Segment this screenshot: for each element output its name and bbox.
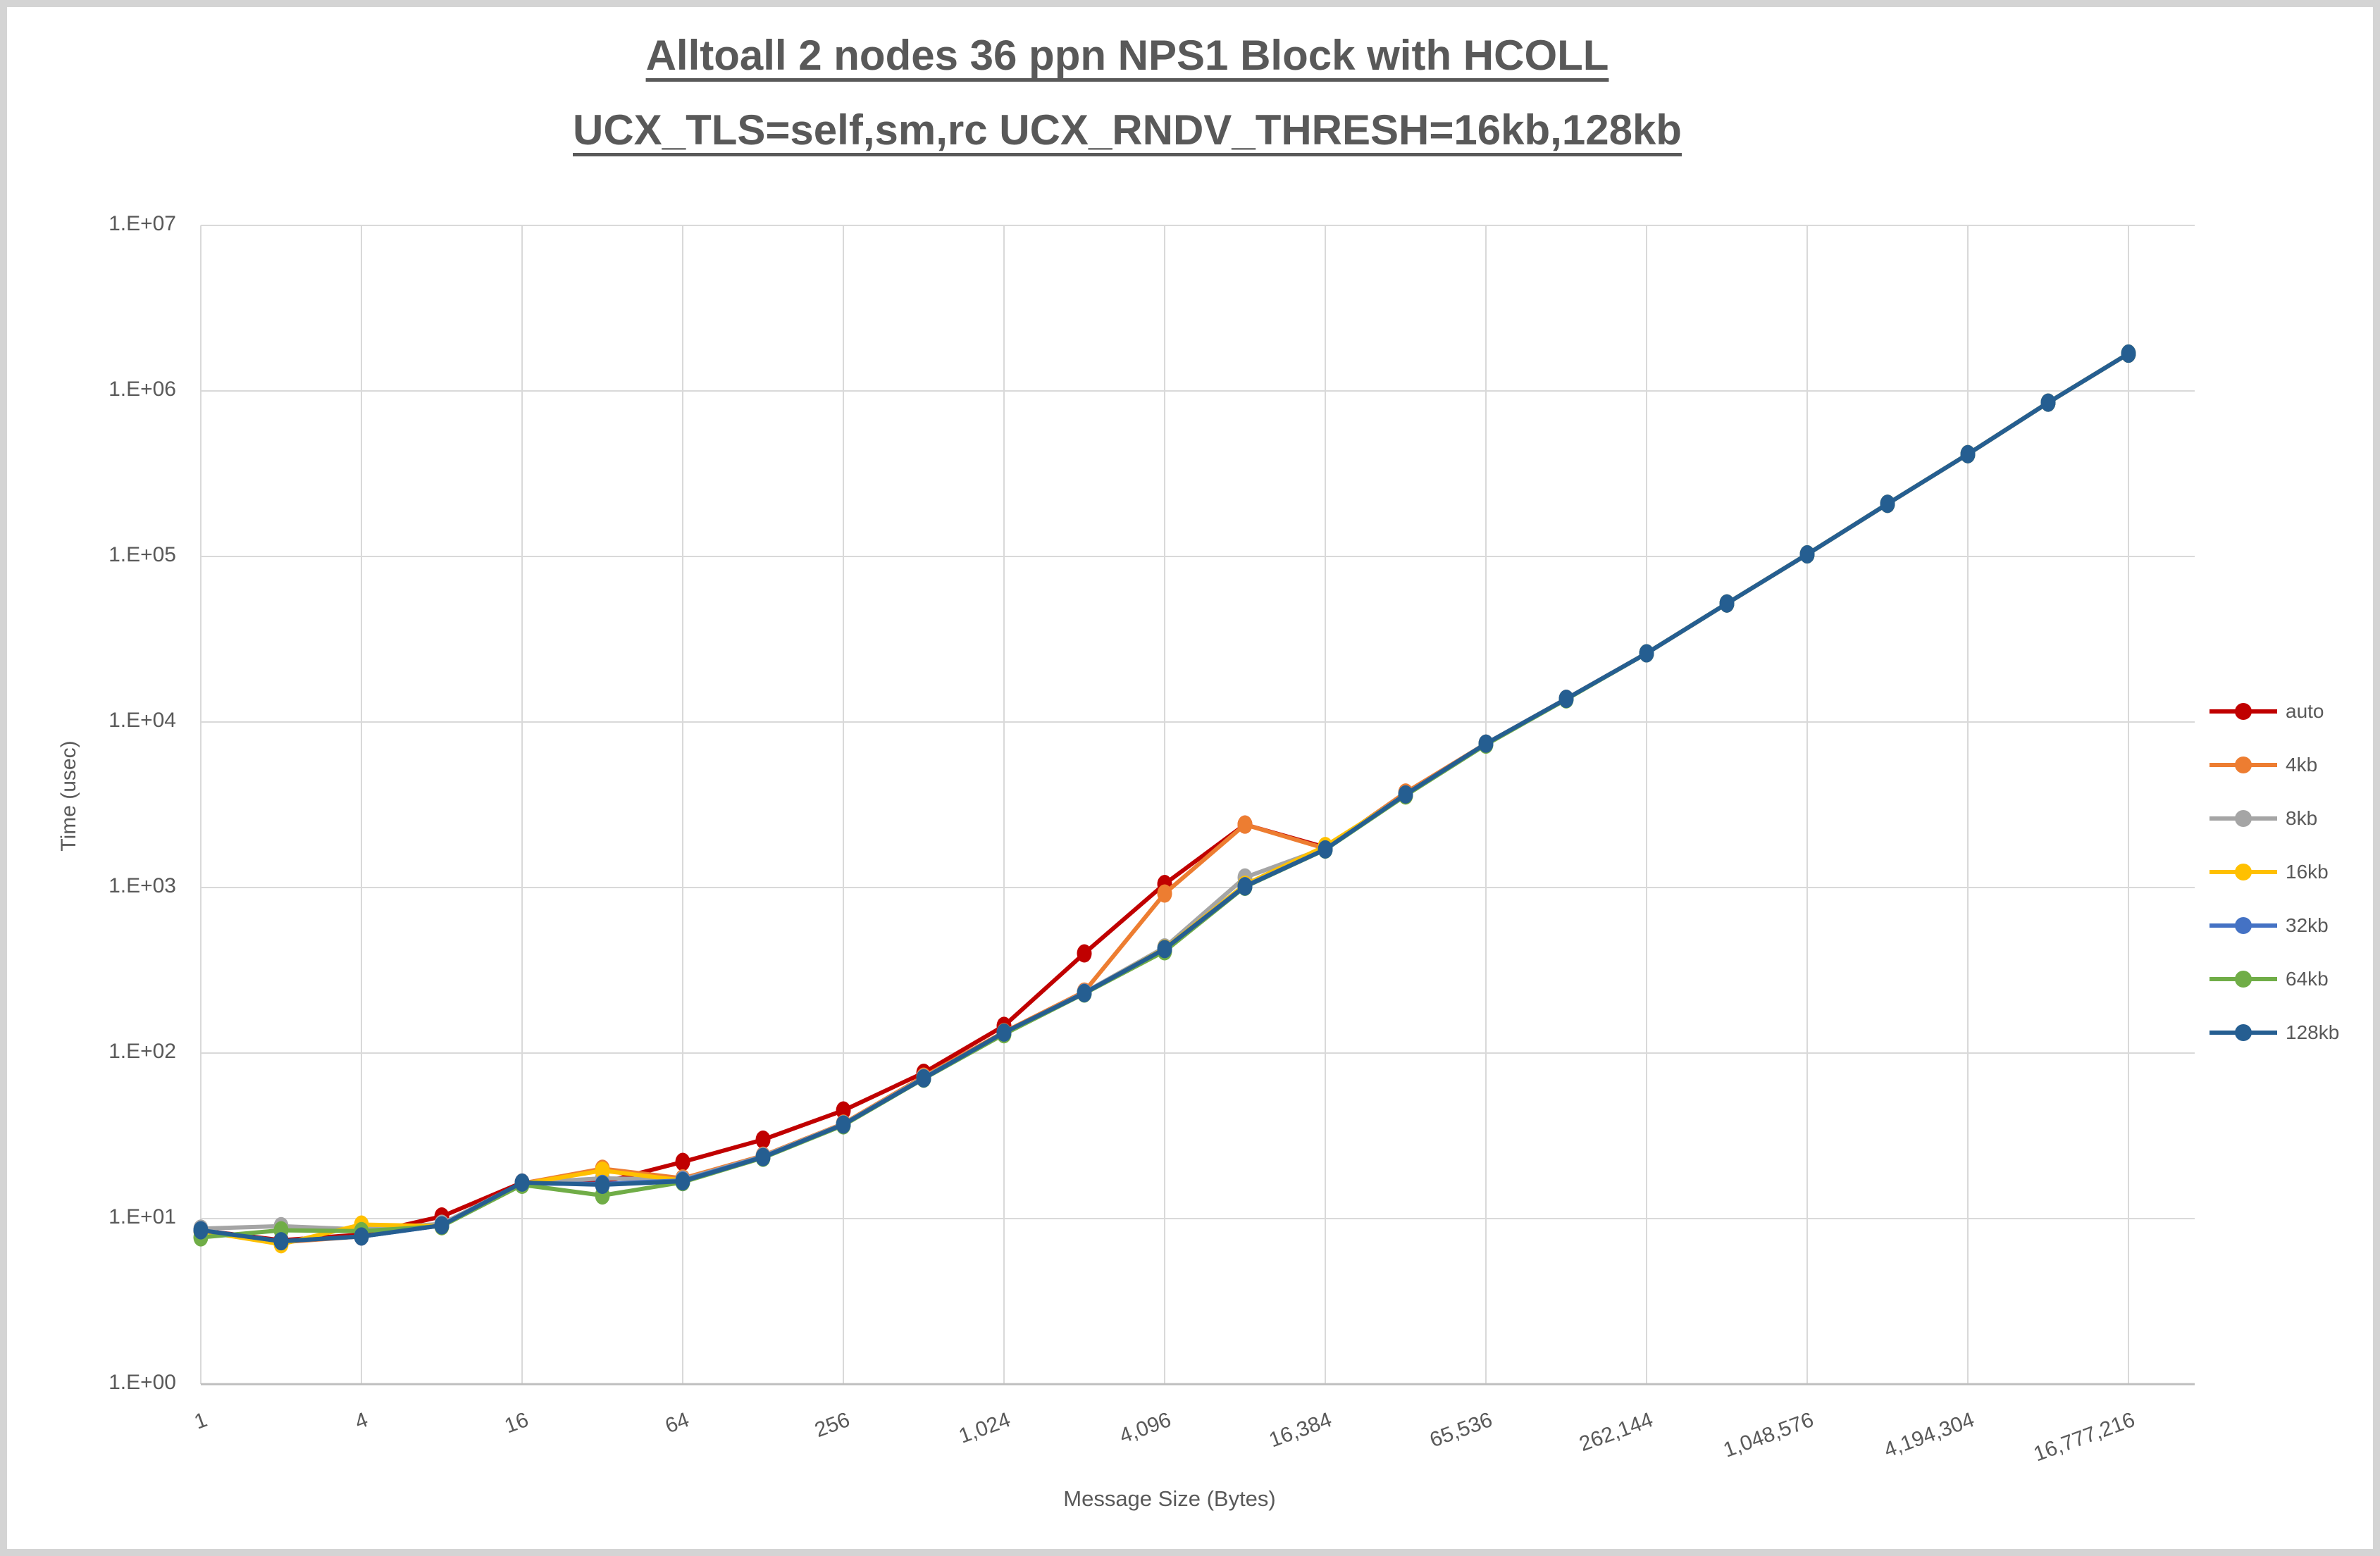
- chart-title-line-2: UCX_TLS=self,sm,rc UCX_RNDV_THRESH=16kb,…: [7, 93, 2248, 168]
- point-auto-256: [836, 1101, 851, 1120]
- chart-title-text-1: Alltoall 2 nodes 36 ppn NPS1 Block with …: [645, 32, 1609, 79]
- legend-marker-icon: [2209, 807, 2277, 830]
- x-axis-title: Message Size (Bytes): [1063, 1486, 1276, 1511]
- point-128kb-262144: [1639, 644, 1654, 663]
- y-axis-title: Time (usec): [57, 740, 80, 852]
- point-128kb-1024: [996, 1023, 1012, 1042]
- chart-title-text-2: UCX_TLS=self,sm,rc UCX_RNDV_THRESH=16kb,…: [573, 106, 1682, 154]
- point-128kb-16: [514, 1173, 530, 1192]
- point-128kb-65536: [1478, 734, 1494, 753]
- point-4kb-8192: [1237, 815, 1253, 834]
- plot-area: [193, 225, 2195, 1386]
- legend-marker-icon: [2209, 914, 2277, 938]
- chart-title-line-1: Alltoall 2 nodes 36 ppn NPS1 Block with …: [7, 18, 2248, 93]
- legend-item-128kb: 128kb: [2209, 1021, 2339, 1045]
- point-128kb-4: [354, 1227, 369, 1246]
- legend-label: 4kb: [2286, 754, 2318, 776]
- legend-item-4kb: 4kb: [2209, 753, 2317, 777]
- point-128kb-524288: [1719, 594, 1735, 613]
- point-128kb-256: [836, 1115, 851, 1134]
- y-tick-label-1.E+05: 1.E+05: [109, 543, 176, 566]
- legend-dot-swatch: [2235, 1024, 2252, 1041]
- legend-marker-icon: [2209, 753, 2277, 777]
- point-128kb-4194304: [1960, 444, 1976, 463]
- legend-marker-icon: [2209, 967, 2277, 991]
- legend-dot-swatch: [2235, 757, 2252, 773]
- legend-label: 32kb: [2286, 914, 2329, 936]
- legend-marker-icon: [2209, 860, 2277, 884]
- y-tick-label-1.E+07: 1.E+07: [109, 212, 176, 235]
- y-tick-label-1.E+03: 1.E+03: [109, 874, 176, 897]
- legend-label: 64kb: [2286, 968, 2329, 990]
- chart-title: Alltoall 2 nodes 36 ppn NPS1 Block with …: [7, 18, 2248, 168]
- legend-dot-swatch: [2235, 810, 2252, 827]
- legend-label: 128kb: [2286, 1021, 2340, 1043]
- legend-item-8kb: 8kb: [2209, 807, 2317, 830]
- legend-dot-swatch: [2235, 703, 2252, 720]
- point-128kb-16384: [1318, 840, 1333, 859]
- point-128kb-2048: [1077, 983, 1092, 1002]
- point-128kb-128: [755, 1147, 771, 1166]
- legend-item-16kb: 16kb: [2209, 860, 2329, 884]
- point-128kb-131072: [1558, 690, 1574, 709]
- point-128kb-512: [916, 1069, 931, 1088]
- point-128kb-1: [193, 1221, 209, 1240]
- point-auto-128: [755, 1130, 771, 1149]
- point-128kb-1048576: [1799, 544, 1815, 564]
- y-tick-label-1.E+04: 1.E+04: [109, 709, 176, 732]
- legend-label: auto: [2286, 700, 2324, 722]
- legend-dot-swatch: [2235, 917, 2252, 934]
- point-128kb-16777216: [2121, 344, 2136, 363]
- y-tick-label-1.E+01: 1.E+01: [109, 1205, 176, 1228]
- point-4kb-4096: [1157, 884, 1172, 903]
- point-128kb-32768: [1398, 785, 1413, 804]
- point-128kb-8: [434, 1216, 450, 1235]
- point-128kb-8192: [1237, 877, 1253, 896]
- point-auto-64: [675, 1152, 690, 1171]
- legend-item-64kb: 64kb: [2209, 967, 2329, 991]
- y-tick-label-1.E+02: 1.E+02: [109, 1040, 176, 1063]
- point-128kb-4096: [1157, 940, 1172, 959]
- legend-label: 16kb: [2286, 861, 2329, 883]
- y-tick-label-1.E+06: 1.E+06: [109, 378, 176, 401]
- point-128kb-8388608: [2040, 393, 2056, 412]
- legend-marker-icon: [2209, 699, 2277, 723]
- point-128kb-32: [595, 1176, 610, 1195]
- legend-dot-swatch: [2235, 864, 2252, 880]
- point-128kb-64: [675, 1172, 690, 1191]
- point-auto-2048: [1077, 944, 1092, 963]
- legend-item-auto: auto: [2209, 699, 2324, 723]
- legend-label: 8kb: [2286, 807, 2318, 829]
- point-128kb-2: [273, 1232, 289, 1251]
- legend-marker-icon: [2209, 1021, 2277, 1045]
- point-16kb-32: [595, 1161, 610, 1180]
- legend-dot-swatch: [2235, 971, 2252, 988]
- legend-item-32kb: 32kb: [2209, 914, 2329, 938]
- y-tick-label-1.E+00: 1.E+00: [109, 1371, 176, 1394]
- point-128kb-2097152: [1880, 494, 1895, 514]
